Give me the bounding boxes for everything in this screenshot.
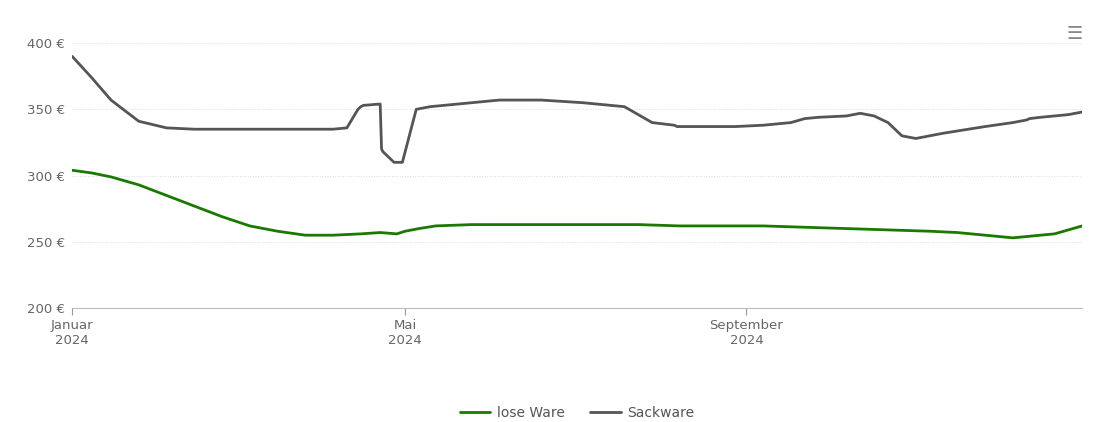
lose Ware (188, 203, 201, 208)
lose Ware (715, 223, 728, 228)
lose Ware (215, 214, 229, 219)
Sackware (1076, 109, 1089, 114)
lose Ware (428, 223, 442, 228)
lose Ware (756, 223, 769, 228)
lose Ware (243, 223, 256, 228)
Sackware (387, 160, 401, 165)
Sackware (395, 160, 408, 165)
lose Ware (673, 223, 686, 228)
lose Ware (373, 230, 386, 235)
lose Ware (589, 222, 603, 227)
lose Ware (160, 193, 173, 198)
Sackware (65, 54, 79, 59)
Sackware (702, 124, 715, 129)
lose Ware (398, 229, 412, 234)
lose Ware (632, 222, 645, 227)
lose Ware (299, 233, 312, 238)
lose Ware (326, 233, 340, 238)
lose Ware (84, 170, 98, 176)
lose Ware (950, 230, 963, 235)
lose Ware (1048, 231, 1061, 236)
Line: Sackware: Sackware (72, 56, 1082, 162)
Sackware (299, 127, 312, 132)
lose Ware (798, 225, 811, 230)
Sackware (673, 124, 686, 129)
lose Ware (506, 222, 519, 227)
lose Ware (132, 182, 145, 187)
lose Ware (65, 168, 79, 173)
lose Ware (465, 222, 478, 227)
Line: lose Ware: lose Ware (72, 170, 1082, 238)
lose Ware (104, 174, 118, 179)
Text: ☰: ☰ (1066, 25, 1082, 43)
lose Ware (390, 231, 403, 236)
lose Ware (978, 233, 991, 238)
lose Ware (839, 226, 852, 231)
Sackware (798, 116, 811, 121)
lose Ware (354, 231, 367, 236)
lose Ware (922, 229, 936, 234)
lose Ware (1006, 235, 1019, 241)
lose Ware (548, 222, 562, 227)
lose Ware (881, 227, 895, 233)
Legend: lose Ware, Sackware: lose Ware, Sackware (454, 400, 700, 422)
lose Ware (412, 226, 425, 231)
lose Ware (1076, 223, 1089, 228)
lose Ware (271, 229, 284, 234)
Sackware (667, 123, 680, 128)
